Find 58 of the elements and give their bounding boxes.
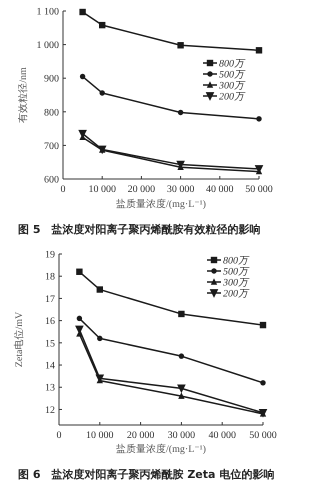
x-tick-label: 0 [60,184,66,195]
y-tick-label: 1 000 [36,40,59,52]
point [97,336,103,342]
y-tick-label: 17 [45,294,55,305]
y-tick-label: 19 [45,250,55,260]
point [260,380,266,386]
y-axis-title: 有效粒径/nm [17,67,29,123]
y-tick-label: 1 100 [36,6,59,18]
legend-label: 200万 [219,92,246,102]
y-tick-label: 16 [45,316,55,328]
point [99,90,105,96]
point [99,22,106,28]
point [178,110,184,116]
x-tick-label: 0 [56,430,62,441]
y-tick-label: 600 [44,174,59,186]
x-tick-label: 30 000 [166,184,194,195]
x-axis-title: 盐质量浓度/(mg·L⁻¹) [116,443,206,455]
x-tick-label: 50 000 [245,184,273,195]
legend-label: 800万 [219,58,246,70]
y-tick-label: 14 [45,360,55,372]
legend-label: 800万 [223,256,250,266]
point [76,316,82,322]
x-tick-label: 10 000 [88,184,116,195]
point [96,286,103,293]
y-tick-label: 800 [44,107,59,118]
y-tick-label: 15 [45,338,55,350]
point [79,8,86,16]
y-tick-label: 12 [45,404,55,416]
y-tick-label: 900 [44,74,59,85]
y-tick-label: 18 [45,272,55,283]
text: 图 5 盐浓度对阳离子聚丙烯酰胺有效粒径的影响 [18,223,260,236]
point [177,384,186,394]
x-tick-label: 20 000 [126,430,154,441]
x-tick-label: 20 000 [128,184,156,195]
point [80,74,86,80]
point [256,47,262,54]
y-axis-title: Zeta电位/mV [13,310,25,368]
point [256,116,262,122]
legend-label: 200万 [223,288,250,300]
point [260,322,266,328]
y-tick-label: 13 [45,382,55,394]
x-tick-label: 10 000 [86,430,114,441]
legend-label: 500万 [223,266,250,278]
point [76,268,83,275]
point [178,353,184,359]
x-tick-label: 40 000 [208,430,236,441]
legend-label: 300万 [222,278,250,288]
y-tick-label: 700 [44,140,59,152]
x-tick-label: 50 000 [249,430,277,441]
point [178,392,185,399]
x-tick-label: 40 000 [206,184,234,195]
text: 图 6 盐浓度对阳离子聚丙烯酰胺 Zeta 电位的影响 [18,468,274,481]
point [178,310,185,318]
legend-label: 300万 [218,80,246,92]
x-axis-title: 盐质量浓度/(mg·L⁻¹) [116,198,206,210]
legend-label: 500万 [219,70,246,80]
point [177,42,184,48]
x-tick-label: 30 000 [168,430,196,441]
